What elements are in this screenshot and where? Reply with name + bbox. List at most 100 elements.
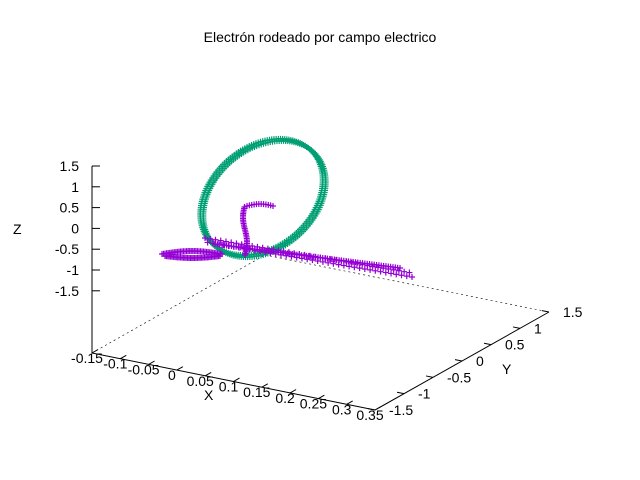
series-purple-marker xyxy=(330,260,337,267)
series-purple-marker xyxy=(397,265,403,271)
series-purple-marker xyxy=(204,239,211,246)
y-tick-mark xyxy=(541,310,550,313)
series-purple-marker xyxy=(228,239,235,246)
series-purple-marker xyxy=(409,274,415,280)
series-purple-marker xyxy=(351,264,358,271)
series-purple-marker xyxy=(395,267,402,274)
series-purple-marker xyxy=(262,249,269,256)
series-purple-marker xyxy=(215,241,222,248)
x-tick-mark xyxy=(120,354,127,360)
series-purple-marker xyxy=(249,242,256,249)
series-purple-marker xyxy=(257,248,264,255)
series-purple-marker xyxy=(217,237,224,244)
y-tick-label: 1 xyxy=(534,320,542,336)
series-purple-marker xyxy=(238,241,245,248)
y-tick-mark xyxy=(396,391,405,395)
z-tick-label: 1 xyxy=(71,179,79,195)
x-tick-label: -0.1 xyxy=(103,356,127,372)
y-tick-mark xyxy=(483,342,492,346)
z-tick-label: 1.5 xyxy=(60,158,80,174)
series-purple-marker xyxy=(236,244,243,251)
back-grid-line-2 xyxy=(264,254,550,313)
series-purple-marker xyxy=(372,267,379,274)
series-green-marker xyxy=(311,149,318,156)
y-ticks: -1.5 -1 -0.5 0 0.5 1 1.5 xyxy=(367,304,583,418)
series-purple-marker xyxy=(217,253,223,259)
series-purple-marker xyxy=(403,273,410,280)
x-tick-mark xyxy=(148,360,155,365)
series-purple-marker xyxy=(207,235,214,242)
y-tick-label: 0 xyxy=(476,353,484,369)
z-tick-label: -0.5 xyxy=(55,241,79,257)
series-purple-marker xyxy=(401,268,408,275)
x-tick-label: 0.05 xyxy=(187,373,214,389)
series-purple xyxy=(159,201,415,280)
series-purple-marker xyxy=(325,259,332,266)
z-tick-label: -1 xyxy=(67,262,80,278)
series-purple-marker xyxy=(270,203,276,209)
series-purple-marker xyxy=(304,256,311,263)
z-ticks: 1.5 1 0.5 0 -0.5 -1 -1.5 xyxy=(55,158,100,299)
x-tick-label: -0.05 xyxy=(128,361,160,377)
series-purple-marker xyxy=(254,243,261,250)
y-tick-mark xyxy=(512,326,521,329)
y-tick-label: 1.5 xyxy=(563,304,583,320)
series-purple-marker xyxy=(230,243,237,250)
x-tick-label: 0.35 xyxy=(356,407,383,423)
series-purple-marker xyxy=(251,247,258,254)
series-purple-marker xyxy=(367,266,374,273)
z-tick-label: 0.5 xyxy=(60,200,80,216)
y-tick-label: -1.5 xyxy=(389,402,413,418)
series-purple-marker xyxy=(209,240,216,247)
x-tick-mark xyxy=(91,349,99,354)
series-purple-marker xyxy=(222,238,229,245)
x-axis-label: X xyxy=(204,387,214,403)
series-purple-marker xyxy=(382,269,389,276)
y-axis-label: Y xyxy=(502,361,512,377)
z-tick-label: -1.5 xyxy=(55,283,79,299)
series-purple-marker xyxy=(264,245,271,252)
series-purple-marker xyxy=(233,240,240,247)
grid-lines xyxy=(91,254,550,354)
series-purple-marker xyxy=(220,242,227,249)
y-tick-mark xyxy=(367,408,376,411)
series-purple-marker xyxy=(393,271,400,278)
x-tick-mark xyxy=(318,394,325,400)
series-purple-marker xyxy=(346,263,353,270)
series-purple-marker xyxy=(406,269,413,276)
x-tick-mark xyxy=(204,371,212,377)
y-tick-mark xyxy=(425,375,434,378)
x-tick-mark xyxy=(176,366,184,371)
x-tick-label: 0.2 xyxy=(275,390,295,406)
series-green-marker xyxy=(312,150,319,157)
z-axis-label: Z xyxy=(13,221,22,237)
series-purple-marker xyxy=(309,257,316,264)
series-purple-marker xyxy=(377,268,384,275)
x-tick-label: 0.25 xyxy=(300,396,327,412)
series-purple-marker xyxy=(361,266,368,273)
x-tick-mark xyxy=(374,406,382,411)
y-tick-label: -1 xyxy=(418,386,431,402)
x-tick-label: 0.15 xyxy=(243,384,270,400)
series-purple-marker xyxy=(212,236,219,243)
chart-title: Electrón rodeado por campo electrico xyxy=(203,29,437,45)
series-purple-marker xyxy=(356,265,363,272)
series-purple-marker xyxy=(267,250,274,257)
x-tick-mark xyxy=(233,377,240,382)
x-tick-mark xyxy=(261,383,269,388)
series-purple-marker xyxy=(398,272,405,279)
x-tick-mark xyxy=(289,389,297,394)
y-tick-label: 0.5 xyxy=(505,337,525,353)
y-tick-label: -0.5 xyxy=(447,369,471,385)
series-purple-marker xyxy=(259,244,266,251)
x-tick-label: -0.15 xyxy=(71,350,103,366)
x-tick-mark xyxy=(346,400,353,405)
x-tick-label: 0 xyxy=(168,367,176,383)
x-tick-label: 0.1 xyxy=(219,379,239,395)
z-tick-label: 0 xyxy=(71,220,79,236)
x-tick-label: 0.3 xyxy=(332,401,352,417)
y-tick-mark xyxy=(454,359,463,362)
series-purple-marker xyxy=(225,242,232,249)
series-purple-marker xyxy=(388,270,395,277)
